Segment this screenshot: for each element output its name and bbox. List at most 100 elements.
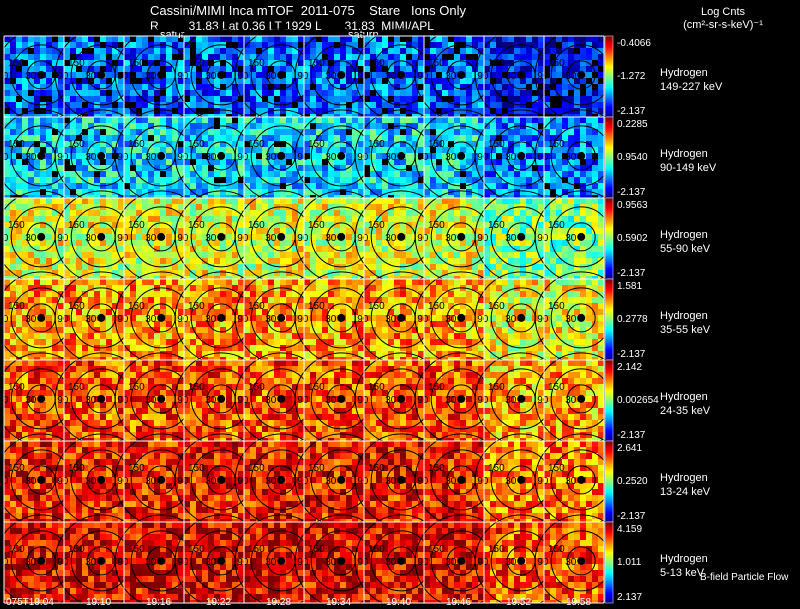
heatmap-cell	[238, 135, 244, 141]
heatmap-cell	[208, 159, 214, 165]
heatmap-cell	[490, 141, 496, 147]
heatmap-cell	[466, 153, 472, 159]
heatmap-cell	[448, 165, 454, 171]
heatmap-cell	[232, 108, 238, 114]
heatmap-cell	[538, 189, 544, 195]
heatmap-cell	[580, 240, 586, 246]
heatmap-cell	[148, 129, 154, 135]
heatmap-cell	[88, 36, 94, 42]
heatmap-cell	[412, 84, 418, 90]
heatmap-cell	[592, 108, 598, 114]
heatmap-cell	[508, 66, 514, 72]
heatmap-cell	[340, 222, 346, 228]
heatmap-cell	[532, 48, 538, 54]
heatmap-cell	[586, 177, 592, 183]
heatmap-cell	[436, 216, 442, 222]
heatmap-cell	[352, 42, 358, 48]
heatmap-cell	[274, 159, 280, 165]
heatmap-cell	[166, 195, 172, 198]
colorbar-strip	[605, 217, 613, 218]
heatmap-cell	[196, 135, 202, 141]
heatmap-cell	[430, 276, 436, 279]
heatmap-cell	[208, 42, 214, 48]
heatmap-cell	[124, 234, 130, 240]
colorbar-strip	[605, 122, 613, 123]
heatmap-cell	[142, 102, 148, 108]
heatmap-cell	[208, 117, 214, 123]
heatmap-cell	[352, 189, 358, 195]
heatmap-cell	[382, 234, 388, 240]
heatmap-cell	[340, 78, 346, 84]
contour-label: 30	[145, 233, 157, 244]
heatmap-cell	[598, 96, 604, 102]
heatmap-cell	[112, 270, 118, 276]
heatmap-cell	[4, 123, 10, 129]
heatmap-cell	[238, 216, 244, 222]
heatmap-cell	[466, 234, 472, 240]
heatmap-cell	[28, 78, 34, 84]
contour-label: 30	[385, 152, 397, 163]
heatmap-cell	[70, 234, 76, 240]
heatmap-cell	[46, 234, 52, 240]
heatmap-cell	[586, 171, 592, 177]
heatmap-cell	[250, 141, 256, 147]
colorbar-strip	[605, 91, 613, 92]
heatmap-cell	[124, 327, 130, 333]
heatmap-cell	[442, 177, 448, 183]
heatmap-cell	[520, 228, 526, 234]
heatmap-cell	[376, 198, 382, 204]
heatmap-cell	[160, 36, 166, 42]
heatmap-cell	[286, 54, 292, 60]
heatmap-cell	[106, 276, 112, 279]
heatmap-cell	[310, 153, 316, 159]
heatmap-cell	[376, 234, 382, 240]
heatmap-cell	[382, 252, 388, 258]
heatmap-cell	[88, 252, 94, 258]
heatmap-cell	[262, 60, 268, 66]
colorbar-strip	[605, 88, 613, 89]
heatmap-cell	[184, 54, 190, 60]
heatmap-cell	[196, 147, 202, 153]
heatmap-cell	[82, 315, 88, 321]
colorbar-strip	[605, 163, 613, 164]
heatmap-cell	[412, 78, 418, 84]
colorbar-strip	[605, 38, 613, 39]
heatmap-cell	[220, 90, 226, 96]
heatmap-cell	[28, 198, 34, 204]
heatmap-cell	[394, 90, 400, 96]
colorbar-strip	[605, 235, 613, 236]
heatmap-cell	[190, 327, 196, 333]
heatmap-cell	[148, 72, 154, 78]
heatmap-cell	[184, 351, 190, 357]
heatmap-cell	[22, 36, 28, 42]
heatmap-cell	[130, 333, 136, 339]
heatmap-cell	[400, 228, 406, 234]
heatmap-cell	[16, 315, 22, 321]
heatmap-cell	[70, 90, 76, 96]
heatmap-cell	[496, 171, 502, 177]
heatmap-cell	[412, 135, 418, 141]
colorbar-strip	[605, 80, 613, 81]
heatmap-cell	[508, 42, 514, 48]
heatmap-cell	[58, 108, 64, 114]
heatmap-cell	[100, 171, 106, 177]
heatmap-cell	[574, 216, 580, 222]
heatmap-cell	[508, 204, 514, 210]
heatmap-cell	[526, 198, 532, 204]
heatmap-cell	[592, 42, 598, 48]
heatmap-cell	[244, 270, 250, 276]
heatmap-cell	[532, 84, 538, 90]
heatmap-cell	[58, 228, 64, 234]
heatmap-cell	[520, 96, 526, 102]
heatmap-cell	[316, 42, 322, 48]
heatmap-cell	[496, 108, 502, 114]
heatmap-cell	[52, 240, 58, 246]
heatmap-cell	[10, 171, 16, 177]
heatmap-cell	[526, 228, 532, 234]
heatmap-cell	[316, 228, 322, 234]
heatmap-cell	[340, 252, 346, 258]
heatmap-cell	[562, 270, 568, 276]
heatmap-cell	[334, 129, 340, 135]
heatmap-cell	[298, 240, 304, 246]
heatmap-cell	[244, 135, 250, 141]
